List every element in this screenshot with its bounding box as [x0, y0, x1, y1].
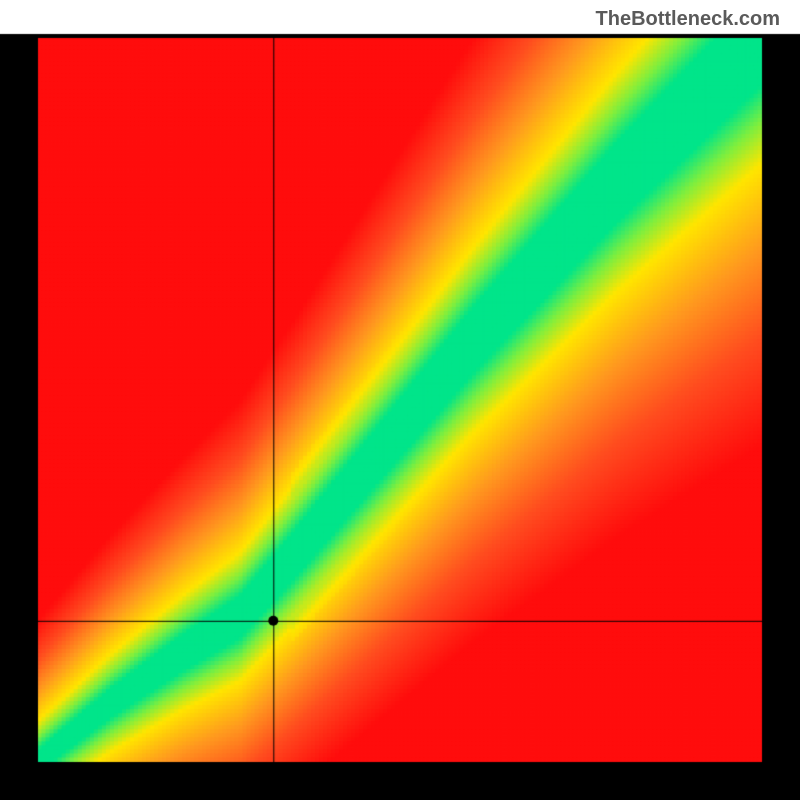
watermark-text: TheBottleneck.com: [596, 8, 780, 31]
bottleneck-heatmap-canvas: [0, 0, 800, 800]
